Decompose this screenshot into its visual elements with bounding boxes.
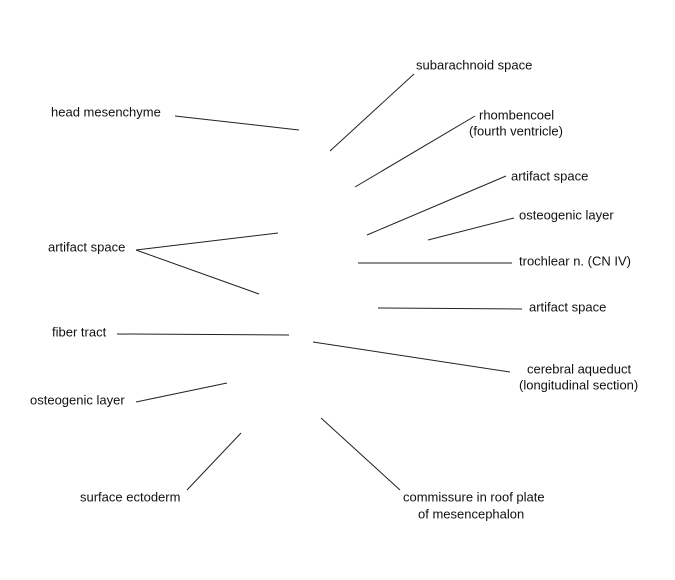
- leader-line-rhombencoel: [354, 115, 476, 188]
- label-cerebral-aqueduct: cerebral aqueduct: [527, 361, 631, 376]
- leader-line-cerebral-aqueduct: [312, 341, 511, 373]
- label-trochlear-nerve: trochlear n. (CN IV): [519, 253, 631, 268]
- leader-line-commissure: [320, 417, 401, 491]
- label-osteogenic-layer-right: osteogenic layer: [519, 207, 614, 222]
- leader-line-surface-ectoderm: [186, 432, 242, 491]
- leader-line-osteogenic-layer-right: [427, 217, 515, 241]
- label-surface-ectoderm: surface ectoderm: [80, 489, 180, 504]
- label-longitudinal-section: (longitudinal section): [519, 377, 638, 392]
- leader-line-fiber-tract: [116, 333, 290, 336]
- leader-line-artifact-space-lower-right: [377, 307, 523, 310]
- label-artifact-space-left: artifact space: [48, 239, 125, 254]
- leader-line-artifact-space-left-a: [135, 232, 279, 251]
- leader-line-head-mesenchyme: [174, 115, 300, 131]
- leader-line-osteogenic-layer-left: [135, 382, 228, 403]
- label-artifact-space-upper-right: artifact space: [511, 168, 588, 183]
- label-osteogenic-layer-left: osteogenic layer: [30, 392, 125, 407]
- label-fiber-tract: fiber tract: [52, 324, 107, 339]
- label-of-mesencephalon: of mesencephalon: [418, 506, 524, 521]
- leader-line-subarachnoid-space: [329, 73, 415, 152]
- label-head-mesenchyme: head mesenchyme: [51, 104, 161, 119]
- leader-line-artifact-space-upper-right: [366, 175, 507, 236]
- label-artifact-space-lower-right: artifact space: [529, 299, 606, 314]
- label-rhombencoel: rhombencoel: [479, 107, 554, 122]
- leader-line-artifact-space-left-b: [135, 249, 260, 295]
- label-fourth-ventricle: (fourth ventricle): [469, 123, 563, 138]
- label-commissure: commissure in roof plate: [403, 489, 545, 504]
- label-subarachnoid-space: subarachnoid space: [416, 57, 532, 72]
